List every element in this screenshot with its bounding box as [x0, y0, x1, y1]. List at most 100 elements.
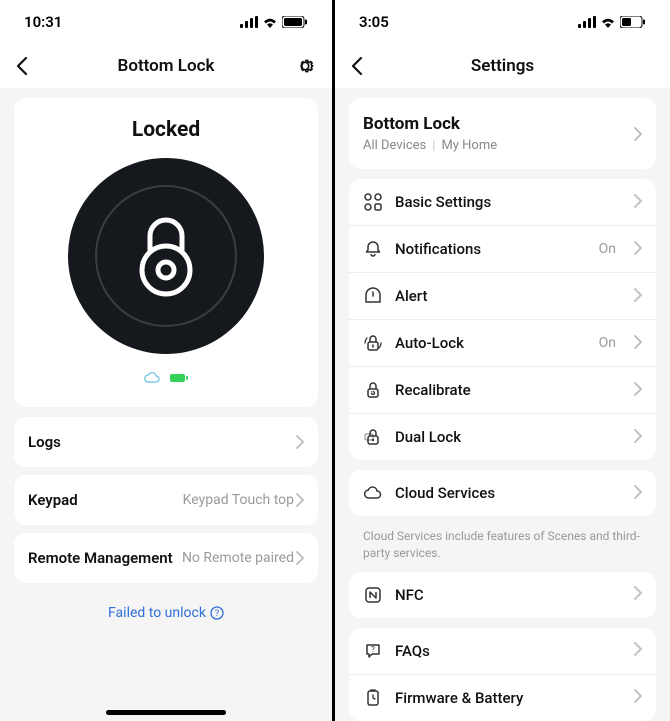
lock-toggle-button[interactable]	[68, 158, 264, 354]
chevron-right-icon	[634, 127, 642, 141]
recal-icon	[363, 380, 383, 400]
chevron-right-icon	[634, 641, 642, 660]
status-bar: 3:05	[335, 0, 670, 44]
chevron-right-icon	[634, 428, 642, 447]
item-label: FAQs	[395, 642, 616, 660]
status-indicators	[30, 372, 302, 383]
row-label: Keypad	[28, 491, 78, 509]
svg-text:?: ?	[371, 645, 375, 654]
settings-group-nfc: NFC	[349, 572, 656, 618]
help-icon: ?	[210, 606, 224, 620]
row-value: Keypad Touch top	[183, 492, 304, 508]
back-button[interactable]	[16, 57, 48, 75]
item-label: Firmware & Battery	[395, 689, 616, 707]
battery-full-icon	[282, 16, 308, 28]
settings-item-notifications[interactable]: Notifications On	[349, 226, 656, 273]
nav-bar: Bottom Lock	[0, 44, 332, 88]
settings-group-support: ? FAQs Firmware & Battery	[349, 628, 656, 721]
chevron-left-icon	[16, 57, 28, 75]
lock-content: Locked Logs Keypad Keyp	[0, 88, 332, 721]
autolock-icon	[363, 333, 383, 353]
lock-icon	[132, 212, 200, 300]
status-time: 10:31	[24, 13, 62, 31]
item-label: Dual Lock	[395, 428, 616, 446]
settings-item-alert[interactable]: Alert	[349, 273, 656, 320]
settings-content: Bottom Lock All Devices|My Home Basic Se…	[335, 88, 670, 721]
wifi-icon	[600, 16, 616, 28]
device-header-row[interactable]: Bottom Lock All Devices|My Home	[349, 98, 656, 169]
chevron-right-icon	[634, 688, 642, 707]
status-icons	[578, 16, 646, 28]
chevron-right-icon	[634, 585, 642, 604]
settings-item-dual-lock[interactable]: Dual Lock	[349, 414, 656, 460]
settings-item-basic-settings[interactable]: Basic Settings	[349, 179, 656, 226]
chevron-right-icon	[634, 193, 642, 212]
cloud-helper-text: Cloud Services include features of Scene…	[349, 526, 656, 572]
nav-title: Settings	[471, 56, 534, 76]
wifi-icon	[262, 16, 278, 28]
battery-half-icon	[620, 16, 646, 28]
row-value	[294, 435, 304, 449]
chevron-right-icon	[296, 551, 304, 565]
cloud-icon	[363, 483, 383, 503]
gear-icon	[294, 55, 316, 77]
failed-to-unlock-link[interactable]: Failed to unlock ?	[14, 591, 318, 635]
settings-group-cloud: Cloud Services	[349, 470, 656, 516]
device-subtitle: All Devices|My Home	[363, 138, 497, 153]
item-label: NFC	[395, 586, 616, 604]
settings-item-recalibrate[interactable]: Recalibrate	[349, 367, 656, 414]
lock-status-card: Locked	[14, 98, 318, 407]
back-button[interactable]	[351, 57, 383, 75]
row-value: No Remote paired	[182, 550, 304, 566]
row-label: Remote Management	[28, 549, 173, 567]
status-icons	[240, 16, 308, 28]
status-time: 3:05	[359, 13, 389, 31]
settings-item-cloud-services[interactable]: Cloud Services	[349, 470, 656, 516]
item-label: Recalibrate	[395, 381, 616, 399]
signal-icon	[240, 16, 258, 28]
item-value: On	[599, 335, 616, 351]
keypad-row[interactable]: Keypad Keypad Touch top	[14, 475, 318, 525]
settings-button[interactable]	[284, 55, 316, 77]
cloud-status-icon	[144, 372, 160, 383]
alert-icon	[363, 286, 383, 306]
chevron-right-icon	[296, 435, 304, 449]
status-bar: 10:31	[0, 0, 332, 44]
chevron-right-icon	[634, 484, 642, 503]
item-label: Alert	[395, 287, 616, 305]
battery-status-icon	[170, 374, 188, 382]
item-value: On	[599, 241, 616, 257]
device-name: Bottom Lock	[363, 114, 497, 134]
settings-item-firmware-battery[interactable]: Firmware & Battery	[349, 675, 656, 721]
chevron-right-icon	[634, 381, 642, 400]
grid-icon	[363, 192, 383, 212]
faq-icon: ?	[363, 641, 383, 661]
svg-text:?: ?	[215, 609, 219, 619]
lock-state-label: Locked	[30, 118, 302, 142]
item-label: Notifications	[395, 240, 587, 258]
fail-text: Failed to unlock	[108, 605, 206, 621]
item-label: Basic Settings	[395, 193, 616, 211]
settings-item-auto-lock[interactable]: Auto-Lock On	[349, 320, 656, 367]
nav-bar: Settings	[335, 44, 670, 88]
fw-icon	[363, 688, 383, 708]
chevron-right-icon	[634, 287, 642, 306]
signal-icon	[578, 16, 596, 28]
row-label: Logs	[28, 433, 61, 451]
screen-settings: 3:05 Settings Bottom Lock All Devices|My…	[335, 0, 670, 721]
remote-management-row[interactable]: Remote Management No Remote paired	[14, 533, 318, 583]
settings-group-1: Basic Settings Notifications On Alert Auto-L…	[349, 179, 656, 460]
chevron-right-icon	[296, 493, 304, 507]
chevron-right-icon	[634, 334, 642, 353]
home-indicator[interactable]	[106, 710, 226, 715]
dual-icon	[363, 427, 383, 447]
settings-item-nfc[interactable]: NFC	[349, 572, 656, 618]
logs-row[interactable]: Logs	[14, 417, 318, 467]
chevron-right-icon	[634, 240, 642, 259]
nfc-icon	[363, 585, 383, 605]
item-label: Auto-Lock	[395, 334, 587, 352]
settings-item-faqs[interactable]: ? FAQs	[349, 628, 656, 675]
nav-title: Bottom Lock	[118, 56, 215, 76]
bell-icon	[363, 239, 383, 259]
screen-lock-status: 10:31 Bottom Lock Locked	[0, 0, 335, 721]
